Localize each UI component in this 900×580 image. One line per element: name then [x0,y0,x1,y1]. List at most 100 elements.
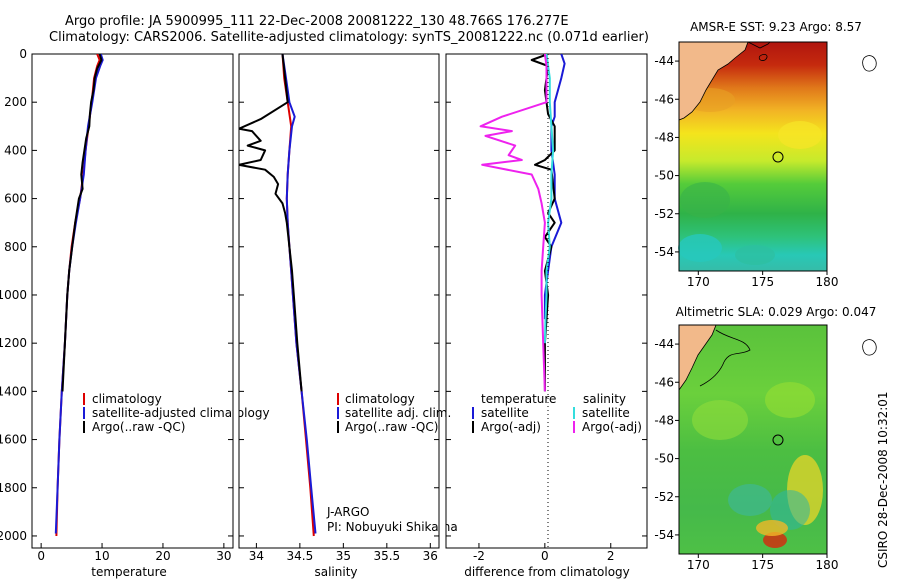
series-line-sat [54,54,104,534]
sst-map-axes: 170 175 180 -44 -46 -48 -50 -52 -54 [654,54,838,289]
legend-label: satellite [481,406,529,420]
temperature-xlabel: temperature [91,565,166,579]
map-y-tick-label: -46 [654,375,674,389]
legend-label: climatology [345,392,415,406]
sst-map [678,41,877,272]
header-line-2: Climatology: CARS2006. Satellite-adjuste… [49,30,649,45]
axes-layer: 0 10 20 30020040060080010001200140016001800… [0,47,647,563]
x-tick-label: 35 [336,549,351,563]
difference-xlabel: difference from climatology [464,565,630,579]
island-outline [758,53,768,61]
legend-clip-mask [233,390,239,438]
map-y-tick-label: -54 [654,245,674,259]
argo-float-position-marker [772,151,784,163]
legend-header-salinity: salinity [583,392,626,406]
land-new-zealand [678,41,749,121]
y-tick-label: 1800 [0,481,27,495]
sla-blotch [756,520,788,536]
x-tick-label: 34.5 [287,549,314,563]
sla-blotch [692,400,748,440]
legend-label: Argo(..raw -QC) [92,420,185,434]
salinity-legend: climatology satellite adj. clim. Argo(..… [337,392,451,434]
x-tick-label: 10 [94,549,109,563]
map-y-tick-label: -44 [654,337,674,351]
x-tick-label: 2 [607,549,615,563]
map-y-tick-label: -52 [654,207,674,221]
x-tick-label: 35.5 [373,549,400,563]
sla-blotch [770,490,810,530]
map-x-tick-label: 170 [687,275,710,289]
map-x-tick-label: 170 [687,558,710,572]
sla-map-frame [678,324,828,555]
map-y-tick-label: -50 [654,169,674,183]
x-tick-label: 0 [37,549,45,563]
legend-label: Argo(-adj) [481,420,541,434]
map-y-tick-label: -52 [654,490,674,504]
sst-map-title: AMSR-E SST: 9.23 Argo: 8.57 [690,20,862,34]
y-tick-label: 1000 [0,288,27,302]
land-new-zealand [678,324,717,392]
coastline [699,329,751,387]
series-line-sat [281,54,317,534]
sla-map [678,324,877,555]
legend-label: satellite [582,406,630,420]
sla-map-title: Altimetric SLA: 0.029 Argo: 0.047 [676,305,877,319]
chatham-island-outline [862,55,877,72]
header-line-1: Argo profile: JA 5900995_111 22-Dec-2008… [65,14,569,29]
sst-blotch [678,234,722,262]
legend-label: Argo(-adj) [582,420,642,434]
map-y-tick-label: -46 [654,92,674,106]
x-tick-label: 0 [541,549,549,563]
sla-blotch [728,484,772,516]
series-line-salsat [543,54,555,344]
salinity-plot-frame [238,53,440,549]
x-tick-label: -2 [473,549,485,563]
chatham-island-outline [862,339,877,356]
series-layer [54,54,566,537]
sla-blotch [763,532,787,548]
series-line-argo [61,54,103,392]
y-tick-label: 0 [19,47,27,61]
temperature-legend: climatology satellite-adjusted climatolo… [83,392,270,434]
credit-pi: PI: Nobuyuki Shikama [327,520,458,534]
y-tick-label: 200 [4,95,27,109]
y-tick-label: 1400 [0,384,27,398]
credit-clip-mask [439,505,446,540]
salinity-xlabel: salinity [314,565,357,579]
map-x-tick-label: 180 [816,558,839,572]
map-y-tick-label: -54 [654,528,674,542]
map-x-tick-label: 175 [751,275,774,289]
x-tick-label: 30 [216,549,231,563]
legend-label: satellite adj. clim. [345,406,451,420]
legend-label: satellite-adjusted climatology [92,406,270,420]
sla-map-axes: 170 175 180 -44 -46 -48 -50 -52 -54 [654,337,838,572]
sst-map-frame [678,41,828,272]
sla-blotch [765,382,815,418]
y-tick-label: 1200 [0,336,27,350]
sst-blotch [778,121,822,149]
legend-label: climatology [92,392,162,406]
map-y-tick-label: -44 [654,54,674,68]
y-tick-label: 600 [4,192,27,206]
map-y-tick-label: -48 [654,130,674,144]
map-y-tick-label: -48 [654,413,674,427]
map-y-tick-label: -50 [654,452,674,466]
credit-program: J-ARGO [326,505,369,519]
sst-blotch [735,245,775,265]
x-tick-label: 36 [423,549,438,563]
map-x-tick-label: 180 [816,275,839,289]
difference-legend: temperature salinity satellite Argo(-adj… [472,392,642,434]
legend-header-temperature: temperature [481,392,556,406]
y-tick-label: 2000 [0,529,27,543]
legend-label: Argo(..raw -QC) [345,420,438,434]
map-x-tick-label: 175 [751,558,774,572]
series-line-salargo [479,54,548,392]
temperature-plot-frame [31,53,234,549]
timestamp-stamp: CSIRO 28-Dec-2008 10:32:01 [876,391,890,568]
y-tick-label: 1600 [0,433,27,447]
y-tick-label: 400 [4,143,27,157]
argo-float-position-marker [772,434,784,446]
x-tick-label: 34 [249,549,264,563]
series-line-clim [55,54,101,537]
